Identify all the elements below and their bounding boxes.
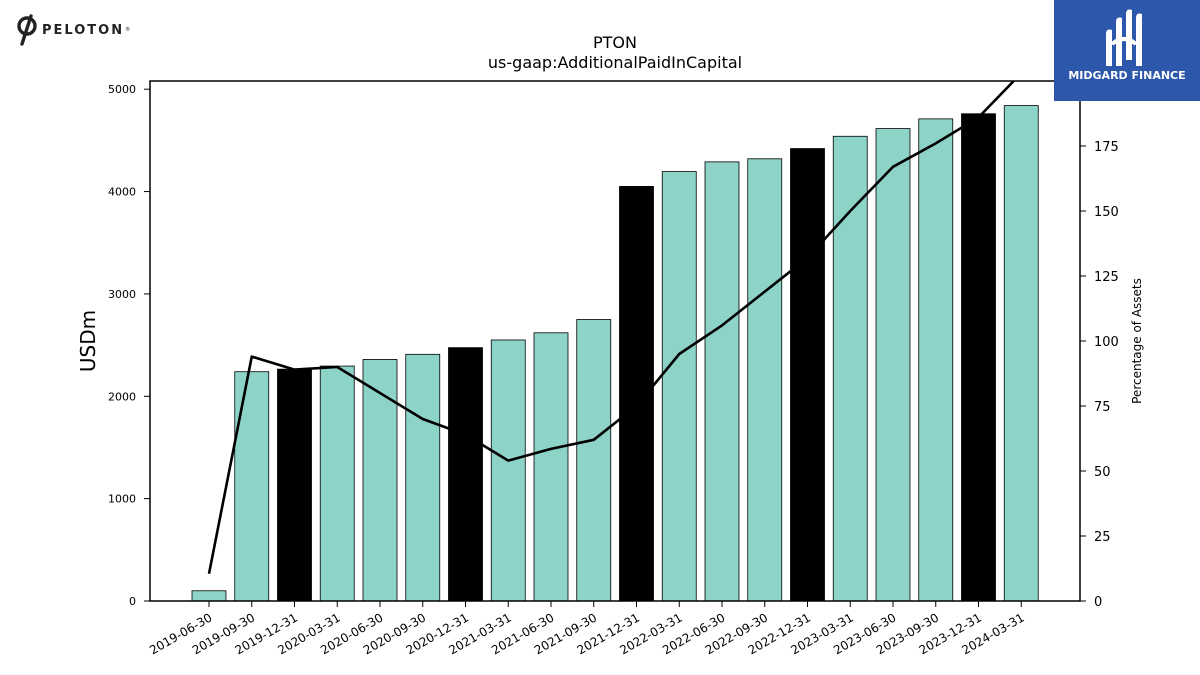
bar-2021-03-31: [490, 339, 526, 602]
y-tick-label: 2000: [108, 390, 136, 403]
y-tick-label: 1000: [108, 493, 136, 506]
percentage-of-assets-line: [207, 81, 1016, 574]
bar-2023-06-30: [875, 128, 911, 602]
bar-2019-06-30: [191, 590, 227, 602]
bar-2020-06-30: [362, 359, 398, 602]
bar-2021-06-30: [533, 332, 569, 602]
bar-2023-09-30: [918, 118, 954, 602]
chart-subtitle: us-gaap:AdditionalPaidInCapital: [488, 53, 742, 72]
midgard-brand-text: MIDGARD FINANCE: [1068, 69, 1186, 82]
plot-frame: [149, 80, 1081, 602]
peloton-mark-icon: [17, 14, 37, 46]
bar-2020-12-31: [448, 347, 483, 602]
bar-series: [191, 105, 1039, 602]
y2-tick-label: 125: [1094, 270, 1119, 285]
y-axis-ticks: 0 1000 2000 3000 4000 5000: [108, 83, 150, 608]
y2-tick-label: 150: [1094, 205, 1119, 220]
bar-2024-03-31: [1003, 105, 1039, 602]
bar-2022-06-30: [704, 161, 740, 602]
y2-tick-label: 100: [1094, 335, 1119, 350]
y-tick-label: 3000: [108, 288, 136, 301]
midgard-mark-icon: [1106, 9, 1142, 66]
chart-title: PTON: [593, 33, 637, 52]
peloton-logo: PELOTON ®: [14, 14, 130, 46]
bar-2022-09-30: [747, 158, 783, 602]
bar-2021-12-31: [619, 186, 654, 602]
registered-mark: ®: [125, 27, 131, 33]
bar-2022-12-31: [790, 148, 825, 602]
peloton-brand-text: PELOTON: [42, 22, 125, 38]
y2-tick-label: 50: [1094, 465, 1111, 480]
y2-tick-label: 75: [1094, 400, 1111, 415]
y-tick-label: 4000: [108, 186, 136, 199]
bar-2020-09-30: [405, 353, 441, 602]
bar-2021-09-30: [576, 319, 612, 602]
bar-2019-09-30: [234, 371, 270, 602]
bar-2023-03-31: [832, 135, 868, 602]
y2-tick-label: 25: [1094, 530, 1111, 545]
x-axis-ticks: 2019-06-302019-09-302019-12-312020-03-31…: [147, 601, 1027, 657]
bar-2020-03-31: [319, 365, 355, 602]
y2-axis-ticks: 0 25 50 75 100 125 150 175: [1080, 140, 1119, 610]
y2-axis-label: Percentage of Assets: [1130, 278, 1144, 404]
y-tick-label: 0: [129, 595, 136, 608]
bar-2019-12-31: [277, 368, 312, 602]
bar-2022-03-31: [661, 171, 697, 602]
y-tick-label: 5000: [108, 83, 136, 96]
midgard-finance-logo: MIDGARD FINANCE: [1054, 0, 1200, 101]
line-series: [207, 81, 1016, 574]
bar-2023-12-31: [961, 113, 996, 602]
y2-tick-label: 0: [1094, 595, 1102, 610]
y-axis-label: USDm: [76, 310, 100, 372]
y2-tick-label: 175: [1094, 140, 1119, 155]
